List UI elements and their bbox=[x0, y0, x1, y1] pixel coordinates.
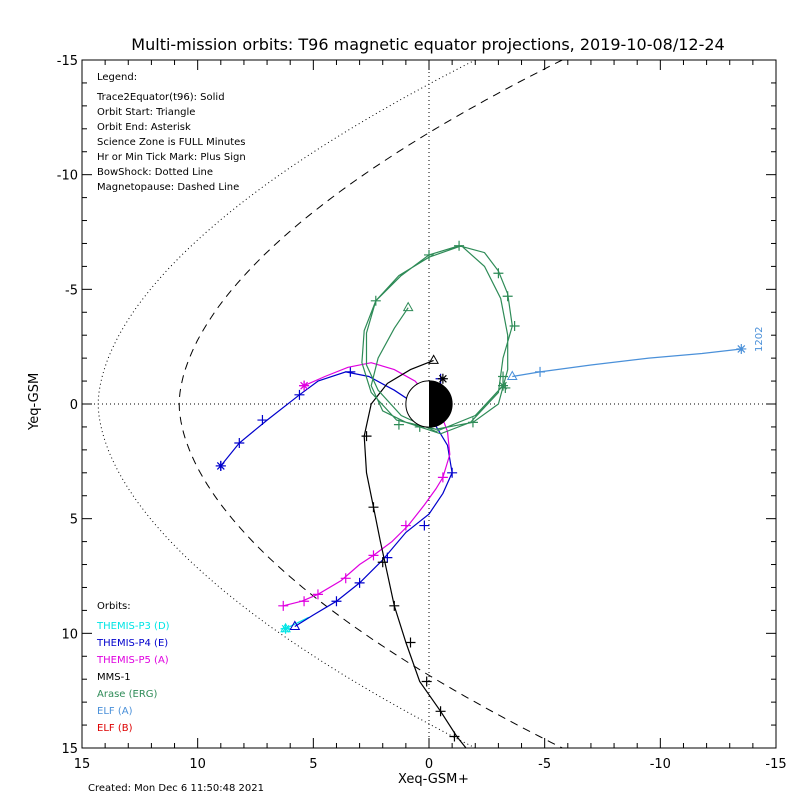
y-tick-label: 10 bbox=[61, 627, 78, 642]
y-tick-label: -5 bbox=[65, 283, 78, 298]
magnetopause-curve bbox=[178, 59, 563, 749]
series-line-themis-p3-d bbox=[285, 616, 309, 630]
tick-mark-themis-p4-e bbox=[331, 596, 342, 607]
x-tick-label: 0 bbox=[425, 757, 433, 772]
y-tick-label: 5 bbox=[70, 513, 78, 528]
y-axis-label: Yeq-GSM bbox=[27, 373, 42, 431]
tick-mark-mms-1 bbox=[435, 706, 446, 717]
tick-mark-themis-p4-e bbox=[294, 389, 305, 400]
series-line-arase-erg bbox=[361, 245, 513, 435]
x-axis-label: Xeq-GSM bbox=[398, 772, 457, 787]
legend-line: BowShock: Dotted Line bbox=[97, 167, 213, 178]
start-triangle-mms-1 bbox=[428, 354, 439, 364]
tick-mark-themis-p5-a bbox=[368, 550, 379, 561]
legend-line: Orbit Start: Triangle bbox=[97, 107, 195, 118]
orbit-legend-themis-p5-a: THEMIS-P5 (A) bbox=[96, 655, 169, 666]
tick-mark-themis-p5-a bbox=[400, 520, 411, 531]
tick-mark-arase-erg bbox=[467, 417, 478, 428]
orbit-legend-elf-b: ELF (B) bbox=[97, 723, 133, 734]
tick-mark-themis-p4-e bbox=[257, 415, 268, 426]
tick-mark-themis-p4-e bbox=[447, 467, 458, 478]
earth-icon bbox=[405, 380, 453, 428]
tick-mark-arase-erg bbox=[493, 268, 504, 279]
end-asterisk-themis-p5-a bbox=[299, 380, 310, 391]
tick-mark-themis-p5-a bbox=[278, 600, 289, 611]
end-asterisk-arase-erg bbox=[498, 380, 509, 391]
legend: Legend: Trace2Equator(t96): Solid Orbit St… bbox=[96, 72, 246, 193]
x-tick-label: 5 bbox=[309, 757, 317, 772]
end-asterisk-mms-1 bbox=[437, 373, 448, 384]
y-tick-label: -10 bbox=[57, 169, 78, 184]
tick-mark-mms-1 bbox=[449, 731, 460, 742]
x-axis-label-suffix: + bbox=[458, 772, 469, 787]
orbit-legend-mms-1: MMS-1 bbox=[97, 672, 131, 683]
tick-mark-mms-1 bbox=[389, 600, 400, 611]
x-tick-label: -5 bbox=[538, 757, 551, 772]
x-tick-label: 10 bbox=[189, 757, 206, 772]
legend-heading: Legend: bbox=[97, 72, 137, 83]
earth-night-side bbox=[429, 380, 453, 428]
orbits-legend: Orbits: THEMIS-P3 (D) THEMIS-P4 (E) THEMIS-… bbox=[96, 601, 170, 734]
x-tick-label: -15 bbox=[765, 757, 786, 772]
end-asterisk-themis-p4-e bbox=[215, 460, 226, 471]
y-tick-label: -15 bbox=[57, 54, 78, 69]
legend-line: Trace2Equator(t96): Solid bbox=[96, 92, 225, 103]
orbit-series bbox=[215, 240, 747, 749]
series-line-elf-a bbox=[512, 348, 742, 378]
start-triangle-arase-erg bbox=[402, 301, 414, 312]
tick-mark-themis-p5-a bbox=[437, 472, 448, 483]
start-triangle-elf-a bbox=[506, 370, 518, 380]
end-asterisk-themis-p3-d bbox=[280, 623, 291, 634]
tick-mark-mms-1 bbox=[368, 502, 379, 513]
tick-mark-arase-erg bbox=[370, 295, 381, 306]
legend-line: Science Zone is FULL Minutes bbox=[97, 137, 246, 148]
y-tick-label: 0 bbox=[70, 398, 78, 413]
x-tick-label: 15 bbox=[74, 757, 91, 772]
y-tick-label: 15 bbox=[61, 742, 78, 757]
x-tick-label: -10 bbox=[650, 757, 671, 772]
created-timestamp: Created: Mon Dec 6 11:50:48 2021 bbox=[88, 783, 264, 794]
legend-line: Orbit End: Asterisk bbox=[97, 122, 191, 133]
orbit-legend-arase-erg: Arase (ERG) bbox=[97, 689, 158, 700]
tick-mark-elf-a bbox=[535, 366, 546, 377]
tick-mark-arase-erg bbox=[424, 249, 434, 260]
tick-mark-themis-p4-e bbox=[419, 520, 430, 531]
start-triangle-themis-p4-e bbox=[289, 620, 301, 630]
series-line-mms-1 bbox=[363, 359, 467, 749]
tick-mark-themis-p5-a bbox=[312, 589, 323, 600]
tick-mark-mms-1 bbox=[377, 557, 388, 568]
tick-mark-mms-1 bbox=[405, 637, 416, 648]
tick-mark-themis-p4-e bbox=[345, 366, 356, 377]
tick-mark-themis-p4-e bbox=[234, 437, 245, 448]
orbit-legend-themis-p4-e: THEMIS-P4 (E) bbox=[96, 638, 168, 649]
tick-mark-themis-p4-e bbox=[354, 577, 365, 588]
end-asterisk-elf-a bbox=[736, 343, 747, 354]
tick-mark-arase-erg bbox=[498, 371, 509, 382]
legend-line: Magnetopause: Dashed Line bbox=[97, 182, 239, 193]
tick-mark-themis-p5-a bbox=[340, 573, 351, 584]
tick-mark-arase-erg bbox=[502, 291, 513, 302]
tick-mark-arase-erg bbox=[393, 419, 404, 430]
tick-mark-arase-erg bbox=[454, 240, 465, 251]
axes: 15 10 5 0 -5 -10 -15 -15 -10 -5 0 5 10 15 bbox=[57, 54, 787, 772]
tick-mark-themis-p5-a bbox=[299, 596, 310, 607]
orbit-legend-themis-p3-d: THEMIS-P3 (D) bbox=[96, 621, 170, 632]
tick-mark-arase-erg bbox=[509, 321, 520, 332]
chart-title: Multi-mission orbits: T96 magnetic equat… bbox=[131, 35, 724, 54]
tick-mark-mms-1 bbox=[361, 431, 372, 442]
legend-line: Hr or Min Tick Mark: Plus Sign bbox=[97, 152, 246, 163]
tick-mark-mms-1 bbox=[421, 676, 432, 687]
orbits-heading: Orbits: bbox=[97, 601, 131, 612]
orbit-legend-elf-a: ELF (A) bbox=[97, 706, 133, 717]
elf-annotation: 1202 bbox=[754, 327, 765, 352]
